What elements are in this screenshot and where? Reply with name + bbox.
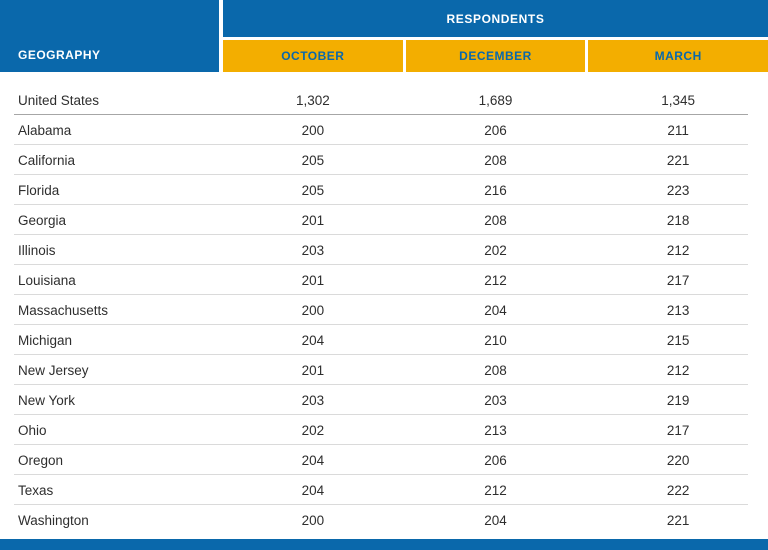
table-row: United States 1,302 1,689 1,345	[0, 85, 768, 115]
month-header-row: OCTOBER DECEMBER MARCH	[223, 40, 768, 72]
row-value-march: 213	[666, 302, 690, 318]
row-value-october: 201	[301, 212, 325, 228]
row-value-december: 203	[484, 392, 507, 408]
row-geography: New Jersey	[18, 362, 89, 378]
table-body: United States 1,302 1,689 1,345 Alabama …	[0, 72, 768, 535]
row-geography: United States	[18, 92, 100, 108]
table-row: New York 203 203 219	[0, 385, 768, 415]
row-value-october: 203	[301, 242, 325, 258]
table-row: Texas 204 212 222	[0, 475, 768, 505]
row-geography: Massachusetts	[18, 302, 109, 318]
table-row: Washington 200 204 221	[0, 505, 768, 535]
row-geography: Washington	[18, 512, 89, 528]
row-value-october: 200	[301, 122, 325, 138]
row-value-october: 201	[301, 362, 325, 378]
row-geography: California	[18, 152, 76, 168]
row-value-december: 210	[484, 332, 507, 348]
table-row: Michigan 204 210 215	[0, 325, 768, 355]
row-value-december: 212	[484, 482, 507, 498]
row-value-march: 222	[666, 482, 690, 498]
table-row: Louisiana 201 212 217	[0, 265, 768, 295]
row-geography: New York	[18, 392, 76, 408]
row-value-december: 206	[484, 122, 507, 138]
row-value-december: 206	[484, 452, 507, 468]
row-value-december: 202	[484, 242, 507, 258]
table-header: GEOGRAPHY RESPONDENTS OCTOBER DECEMBER M…	[0, 0, 768, 72]
row-value-october: 204	[301, 332, 325, 348]
row-value-december: 204	[484, 302, 507, 318]
row-geography: Texas	[18, 482, 54, 498]
table-row: Georgia 201 208 218	[0, 205, 768, 235]
row-value-december: 208	[484, 212, 507, 228]
row-value-october: 204	[301, 452, 325, 468]
row-value-march: 221	[666, 152, 690, 168]
row-value-march: 215	[666, 332, 690, 348]
row-value-october: 205	[301, 152, 325, 168]
footer-bar	[0, 539, 768, 550]
row-value-december: 216	[484, 182, 507, 198]
row-geography: Michigan	[18, 332, 73, 348]
row-geography: Oregon	[18, 452, 64, 468]
row-value-december: 208	[484, 362, 507, 378]
table-row: Illinois 203 202 212	[0, 235, 768, 265]
row-geography: Louisiana	[18, 272, 76, 288]
row-value-march: 217	[666, 272, 690, 288]
row-value-december: 213	[484, 422, 507, 438]
row-value-october: 204	[301, 482, 325, 498]
month-header-march: MARCH	[588, 40, 768, 72]
table-row: California 205 208 221	[0, 145, 768, 175]
row-value-march: 219	[666, 392, 690, 408]
row-value-march: 217	[666, 422, 690, 438]
month-header-october: OCTOBER	[223, 40, 403, 72]
row-geography: Georgia	[18, 212, 67, 228]
header-right-section: RESPONDENTS OCTOBER DECEMBER MARCH	[223, 0, 768, 72]
table-row: Oregon 204 206 220	[0, 445, 768, 475]
row-geography: Illinois	[18, 242, 56, 258]
row-value-march: 221	[666, 512, 690, 528]
row-value-march: 223	[666, 182, 690, 198]
row-geography: Florida	[18, 182, 60, 198]
row-value-december: 212	[484, 272, 507, 288]
month-header-december: DECEMBER	[405, 40, 586, 72]
table-row: Florida 205 216 223	[0, 175, 768, 205]
row-value-march: 212	[666, 242, 690, 258]
row-value-march: 211	[667, 122, 689, 138]
row-value-march: 1,345	[661, 92, 696, 108]
row-value-march: 218	[666, 212, 690, 228]
row-value-october: 203	[301, 392, 325, 408]
respondents-group-header: RESPONDENTS	[223, 0, 768, 37]
table-row: New Jersey 201 208 212	[0, 355, 768, 385]
row-value-october: 1,302	[295, 92, 330, 108]
row-value-march: 220	[666, 452, 690, 468]
row-value-march: 212	[666, 362, 690, 378]
table-row: Alabama 200 206 211	[0, 115, 768, 145]
geography-header-cell: GEOGRAPHY	[0, 0, 219, 72]
row-value-october: 200	[301, 302, 325, 318]
row-value-december: 208	[484, 152, 507, 168]
row-value-december: 1,689	[478, 92, 513, 108]
row-value-october: 205	[301, 182, 325, 198]
table-row: Massachusetts 200 204 213	[0, 295, 768, 325]
row-geography: Ohio	[18, 422, 47, 438]
row-geography: Alabama	[18, 122, 72, 138]
row-value-december: 204	[484, 512, 507, 528]
row-value-october: 202	[301, 422, 325, 438]
row-value-october: 201	[301, 272, 325, 288]
row-value-october: 200	[301, 512, 325, 528]
table-row: Ohio 202 213 217	[0, 415, 768, 445]
